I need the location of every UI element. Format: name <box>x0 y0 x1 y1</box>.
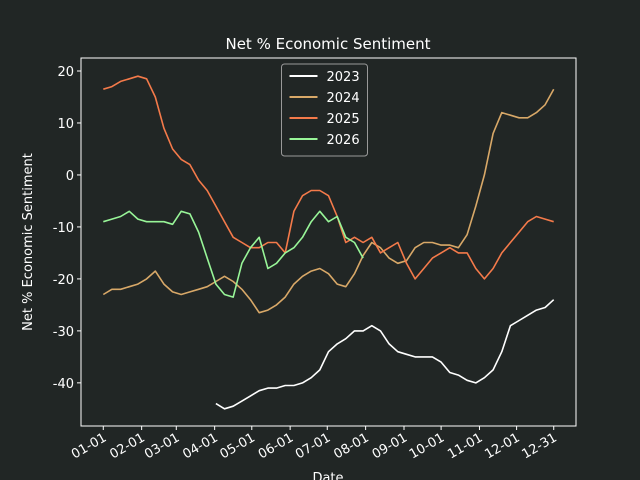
x-axis-label: Date <box>312 471 343 480</box>
series-line <box>103 210 364 298</box>
x-tick-label: 07-01 <box>293 430 333 462</box>
legend-label: 2023 <box>327 70 360 85</box>
x-tick-label: 10-01 <box>407 430 447 462</box>
y-tick-label: -40 <box>53 377 74 392</box>
x-tick-label: 12-31 <box>520 430 560 462</box>
legend-label: 2025 <box>327 112 360 127</box>
x-tick-label: 05-01 <box>218 430 258 462</box>
x-tick-label: 03-01 <box>142 430 182 462</box>
y-tick-label: -20 <box>53 273 74 288</box>
legend-box <box>281 63 368 157</box>
legend-label: 2024 <box>327 91 360 106</box>
y-tick-label: 10 <box>57 117 74 132</box>
legend-label: 2026 <box>327 133 360 148</box>
series-line <box>215 299 555 410</box>
x-tick-label: 06-01 <box>256 430 296 462</box>
x-tick-label: 04-01 <box>180 430 220 462</box>
series-line <box>103 75 554 280</box>
y-axis-label: Net % Economic Sentiment <box>21 153 36 331</box>
chart-title: Net % Economic Sentiment <box>225 35 430 53</box>
legend: 2023 2024 2025 2026 <box>281 63 368 157</box>
x-tick-label: 01-01 <box>69 430 109 462</box>
x-tick-label: 02-01 <box>107 430 147 462</box>
x-tick-label: 11-01 <box>445 430 485 462</box>
x-tick-label: 08-01 <box>331 430 371 462</box>
x-tick-label: 09-01 <box>370 430 410 462</box>
y-tick-label: -10 <box>53 221 74 236</box>
plot-frame <box>80 57 577 427</box>
y-tick-label: 0 <box>66 169 74 184</box>
x-tick-label: 12-01 <box>482 430 522 462</box>
y-tick-label: 20 <box>57 65 74 80</box>
series-line <box>102 88 555 314</box>
y-tick-label: -30 <box>53 325 74 340</box>
